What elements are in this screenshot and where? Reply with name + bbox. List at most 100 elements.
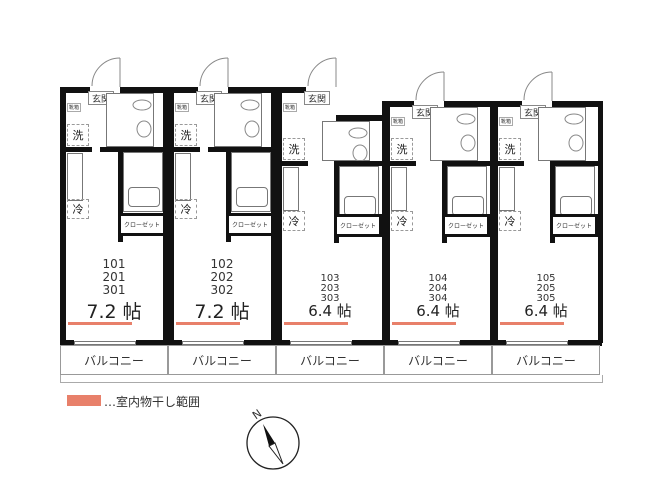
- room-number-2: 204: [428, 283, 448, 294]
- balcony: バルコニー: [384, 345, 492, 375]
- closet[interactable]: クローゼット: [334, 214, 382, 237]
- balcony-window[interactable]: [182, 341, 244, 345]
- unit-5: 玄関 靴箱 洗 クローゼット 冷 105 205 305 6.4 帖 バルコニー: [492, 0, 603, 486]
- room-number-3: 305: [536, 293, 556, 304]
- fridge-space: 冷: [391, 211, 413, 231]
- entry-door-icon: [199, 57, 229, 87]
- bath-wall: [334, 161, 339, 243]
- bottom-wall-right: [352, 340, 386, 346]
- shoebox-label: 靴箱: [67, 103, 82, 112]
- bathtub-icon: [344, 196, 376, 216]
- bath-partition: [550, 161, 600, 166]
- fridge-space: 冷: [67, 199, 89, 219]
- bottom-wall-left: [60, 340, 74, 346]
- toilet-icon: [564, 113, 584, 152]
- entry-partition: [492, 161, 524, 166]
- indoor-drying-area: [500, 322, 564, 325]
- kitchen-counter: [67, 153, 83, 201]
- entry-partition: [168, 147, 200, 152]
- balcony-window[interactable]: [398, 341, 460, 345]
- bottom-wall-left: [492, 340, 506, 346]
- entry-door-icon: [307, 57, 337, 87]
- room-number-1: 104: [428, 273, 448, 284]
- bathtub-icon: [560, 196, 592, 216]
- bathtub-icon: [128, 187, 160, 207]
- bath-partition: [442, 161, 492, 166]
- bottom-wall-right: [460, 340, 494, 346]
- washer-space[interactable]: 洗: [283, 138, 305, 160]
- top-wall-entry: [492, 101, 522, 107]
- entry-door-icon: [91, 57, 121, 87]
- toilet-room: [322, 121, 370, 161]
- top-wall-bath: [552, 101, 600, 107]
- room-number-3: 302: [210, 283, 234, 297]
- kitchen-counter: [175, 153, 191, 201]
- left-wall: [492, 101, 498, 345]
- entry-door-icon: [523, 71, 553, 101]
- indoor-drying-area: [392, 322, 456, 325]
- bottom-wall-left: [168, 340, 182, 346]
- balcony: バルコニー: [168, 345, 276, 375]
- bath-partition: [334, 161, 384, 166]
- bath-wall: [226, 147, 231, 242]
- closet[interactable]: クローゼット: [118, 213, 166, 236]
- washer-space[interactable]: 洗: [391, 138, 413, 160]
- left-wall: [384, 101, 390, 345]
- balcony-window[interactable]: [506, 341, 568, 345]
- room-area: 7.2 帖: [86, 301, 142, 323]
- legend-swatch: [67, 395, 101, 406]
- top-wall-bath: [228, 87, 276, 93]
- left-wall: [60, 87, 66, 345]
- room-number-3: 303: [320, 293, 340, 304]
- toilet-room: [430, 107, 478, 161]
- room-number-1: 102: [210, 257, 234, 271]
- room-area: 7.2 帖: [194, 301, 250, 323]
- indoor-drying-area: [68, 322, 132, 325]
- unit-1: 玄関 靴箱 洗 クローゼット 冷 101 201 301 7.2 帖 バルコニー: [60, 0, 170, 486]
- shoebox-label: 靴箱: [499, 117, 514, 126]
- top-wall-bath: [444, 101, 492, 107]
- unit-2: 玄関 靴箱 洗 クローゼット 冷 102 202 302 7.2 帖 バルコニー: [168, 0, 278, 486]
- washer-space[interactable]: 洗: [67, 124, 89, 146]
- left-wall: [276, 87, 282, 345]
- fridge-space: 冷: [175, 199, 197, 219]
- room-area: 6.4 帖: [524, 302, 568, 320]
- room-number-2: 203: [320, 283, 340, 294]
- unit-4: 玄関 靴箱 洗 クローゼット 冷 104 204 304 6.4 帖 バルコニー: [384, 0, 495, 486]
- bath-wall: [442, 161, 447, 243]
- kitchen-counter: [391, 167, 407, 211]
- room-number-2: 205: [536, 283, 556, 294]
- toilet-icon: [456, 113, 476, 152]
- shoebox-label: 靴箱: [391, 117, 406, 126]
- room-number-1: 103: [320, 273, 340, 284]
- bath-wall: [550, 161, 555, 243]
- bottom-wall-right: [244, 340, 278, 346]
- washer-space[interactable]: 洗: [499, 138, 521, 160]
- balcony-window[interactable]: [290, 341, 352, 345]
- entry-door-icon: [415, 71, 445, 101]
- room-area: 6.4 帖: [416, 302, 460, 320]
- bathtub-icon: [452, 196, 484, 216]
- room-number-3: 304: [428, 293, 448, 304]
- entry-partition: [384, 161, 416, 166]
- closet[interactable]: クローゼット: [226, 213, 274, 236]
- genkan-label: 玄関: [304, 91, 330, 105]
- room-number-2: 202: [210, 270, 234, 284]
- left-wall: [168, 87, 174, 345]
- balcony-window[interactable]: [74, 341, 136, 345]
- fridge-space: 冷: [283, 211, 305, 231]
- bath-partition: [208, 147, 276, 152]
- top-wall-bath: [336, 115, 384, 121]
- entry-partition: [276, 161, 308, 166]
- shoebox-label: 靴箱: [283, 103, 298, 112]
- bottom-wall-right: [136, 340, 170, 346]
- room-number-1: 105: [536, 273, 556, 284]
- room-area: 6.4 帖: [308, 302, 352, 320]
- toilet-icon: [240, 99, 260, 138]
- washer-space[interactable]: 洗: [175, 124, 197, 146]
- toilet-room: [538, 107, 586, 161]
- closet[interactable]: クローゼット: [550, 214, 598, 237]
- closet[interactable]: クローゼット: [442, 214, 490, 237]
- kitchen-counter: [499, 167, 515, 211]
- bathtub-icon: [236, 187, 268, 207]
